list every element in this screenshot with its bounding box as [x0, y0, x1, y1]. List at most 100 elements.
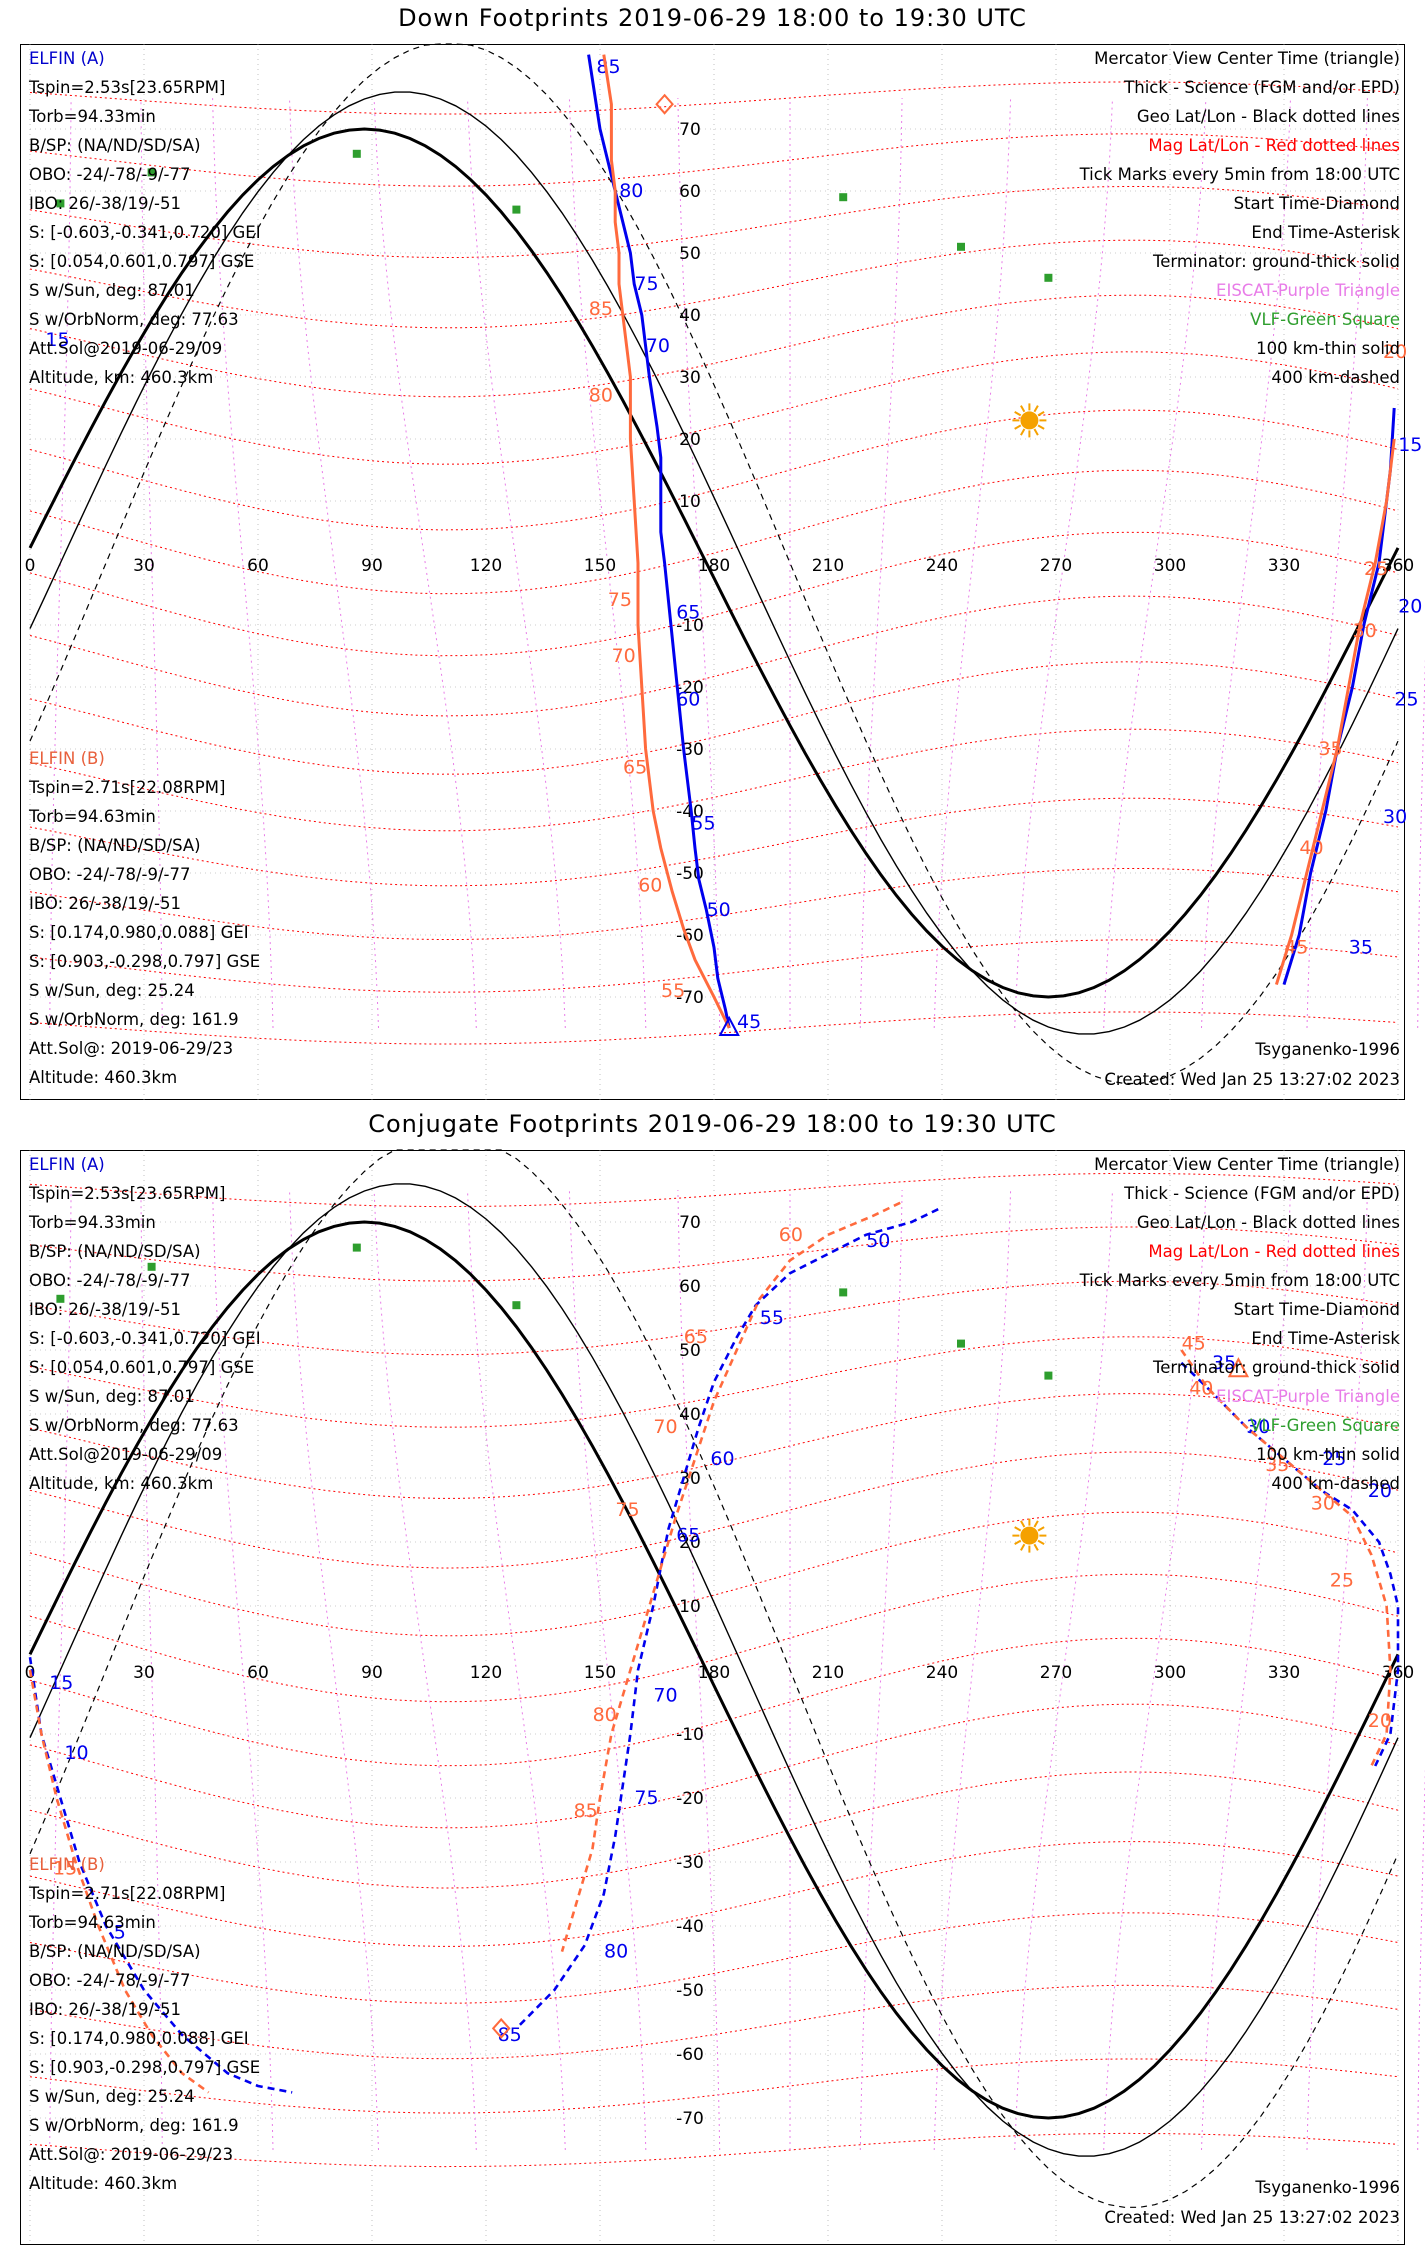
mag-meridian — [677, 97, 721, 1029]
elfin-a-line: Tspin=2.53s[23.65RPM] — [29, 1184, 226, 1203]
footprint-map: 0 30 60 90 120 150 180 210 240 270 300 330 360 70 60 50… — [25, 43, 1425, 1100]
elfin-a-tail-label: 15 — [1398, 434, 1422, 456]
lat-tick-label: 60 — [679, 1277, 701, 1297]
elfin-b-info: ELFIN (B) Tspin=2.71s[22.08RPM] Torb=94.… — [29, 1850, 260, 2198]
mag-meridian — [1014, 97, 1113, 1029]
elfin-b-line: IBO: 26/-38/19/-51 — [29, 894, 181, 913]
mag-lat-gridline — [29, 661, 1399, 775]
map-frame — [20, 1150, 1405, 2245]
mag-lat-gridline — [29, 1011, 1399, 1045]
mag-lat-gridline — [29, 469, 1399, 595]
mag-lat-gridline — [29, 81, 1399, 115]
elfin-b-line: OBO: -24/-78/-9/-77 — [29, 1971, 191, 1990]
mag-lat-gridline — [29, 1912, 1399, 2004]
elfin-b-tail-label: 20 — [1383, 341, 1407, 363]
mag-lat-gridline — [29, 294, 1399, 398]
legend-entry: End Time-Asterisk — [1251, 223, 1400, 242]
elfin-a-extra-label: 5 — [114, 1921, 126, 1943]
elfin-a-tick-label: 55 — [691, 812, 715, 834]
elfin-a-tick-label: 50 — [866, 1230, 890, 1252]
lon-tick-label: 210 — [812, 1663, 844, 1683]
vlf-station-marker — [56, 1294, 65, 1303]
mag-lat-gridline — [29, 1841, 1399, 1947]
lon-tick-label: 60 — [247, 556, 269, 576]
lon-tick-label: 300 — [1154, 556, 1186, 576]
elfin-b-tick-label: 55 — [661, 980, 685, 1002]
elfin-b-tail-label: 40 — [1299, 837, 1323, 859]
elfin-a-info: ELFIN (A) Tspin=2.53s[23.65RPM] Torb=94.… — [29, 1150, 261, 1498]
sun-icon — [1012, 403, 1047, 438]
terminator-ground-line — [28, 127, 1400, 999]
elfin-b-track-extra — [28, 1669, 210, 2094]
elfin-b-header: ELFIN (B) — [29, 1855, 105, 1874]
elfin-a-tail-label: 25 — [1394, 688, 1418, 710]
vlf-station-marker — [56, 199, 65, 208]
lon-tick-label: 30 — [133, 1663, 155, 1683]
mag-lat-gridline — [29, 2058, 1399, 2114]
sun-ray — [1037, 1539, 1045, 1545]
mag-meridian — [140, 1189, 163, 2151]
elfin-b-line: Torb=94.63min — [29, 807, 156, 826]
elfin-a-tick-label: 60 — [676, 688, 700, 710]
elfin-a-track — [515, 1208, 939, 2030]
elfin-a-line: Altitude, km: 460.3km — [29, 1474, 214, 1493]
mag-meridian — [467, 97, 566, 1029]
mag-lat-gridline — [29, 939, 1399, 993]
mag-meridian — [859, 1189, 903, 2151]
mag-lat-gridline — [29, 868, 1399, 940]
mag-meridian — [212, 1189, 274, 2151]
lon-tick-label: 120 — [470, 556, 502, 576]
lat-tick-label: -10 — [676, 616, 704, 636]
elfin-b-tail-label: 25 — [1364, 558, 1388, 580]
mag-lat-gridline — [29, 1637, 1399, 1767]
mag-lat-gridline — [29, 1226, 1399, 1282]
vlf-station-marker — [352, 149, 361, 158]
elfin-b-line: Tspin=2.71s[22.08RPM] — [29, 1884, 226, 1903]
elfin-b-tail-label: 45 — [1284, 936, 1308, 958]
start-diamond — [491, 2017, 511, 2039]
elfin-a-line: B/SP: (NA/ND/SD/SA) — [29, 136, 201, 155]
lon-tick-label: 30 — [133, 556, 155, 576]
sun-ray — [1037, 424, 1045, 430]
mag-meridian — [677, 1189, 721, 2151]
lat-tick-label: -70 — [676, 2109, 704, 2129]
legend-entry: 100 km-thin solid — [1256, 339, 1400, 358]
legend-entry: Mag Lat/Lon - Red dotted lines — [1148, 1242, 1400, 1261]
mag-lat-gridline — [29, 1336, 1399, 1428]
vlf-station-marker — [957, 1339, 965, 1348]
elfin-b-line: OBO: -24/-78/-9/-77 — [29, 865, 191, 884]
elfin-a-track-extra — [28, 1657, 293, 2094]
elfin-b-track-tail — [1274, 438, 1396, 986]
elfin-b-line: S w/Sun, deg: 25.24 — [29, 2087, 195, 2106]
mag-meridian — [49, 97, 72, 1029]
legend-entry: Thick - Science (FGM and/or EPD) — [1124, 1184, 1400, 1203]
elfin-b-tail-label: 20 — [1368, 1710, 1392, 1732]
elfin-b-tick-label: 80 — [593, 1704, 617, 1726]
elfin-a-header: ELFIN (A) — [29, 49, 105, 68]
lon-tick-label: 0 — [25, 556, 36, 576]
legend-entry: Tick Marks every 5min from 18:00 UTC — [1079, 1271, 1400, 1290]
lon-tick-label: 120 — [470, 1663, 502, 1683]
lon-tick-label: 300 — [1154, 1663, 1186, 1683]
elfin-a-tick-label: 65 — [676, 602, 700, 624]
elfin-b-line: Att.Sol@: 2019-06-29/23 — [29, 1039, 234, 1058]
sun-ray — [1033, 1520, 1039, 1528]
mag-lat-gridline — [29, 351, 1399, 465]
elfin-a-tick-label: 75 — [634, 1787, 658, 1809]
sun-ray — [1037, 411, 1045, 417]
sun-ray — [1033, 1543, 1039, 1551]
mag-meridian — [373, 97, 477, 1029]
elfin-a-line: S: [0.054,0.601,0.797] GSE — [29, 252, 255, 271]
model-name: Tsyganenko-1996 — [1255, 2178, 1400, 2197]
legend-entry: Geo Lat/Lon - Black dotted lines — [1136, 1213, 1400, 1232]
lon-tick-label: 270 — [1040, 1663, 1072, 1683]
elfin-b-info: ELFIN (B) Tspin=2.71s[22.08RPM] Torb=94.… — [29, 744, 260, 1092]
lon-tick-label: 330 — [1268, 1663, 1300, 1683]
lat-tick-label: 70 — [679, 1213, 701, 1233]
mag-meridian — [467, 1189, 566, 2151]
elfin-a-header: ELFIN (A) — [29, 1155, 105, 1174]
elfin-b-tick-label: 70 — [653, 1416, 677, 1438]
elfin-b-tick-label: 65 — [623, 757, 647, 779]
legend-entry: Start Time-Diamond — [1233, 1300, 1400, 1319]
lon-tick-label: 150 — [584, 556, 616, 576]
